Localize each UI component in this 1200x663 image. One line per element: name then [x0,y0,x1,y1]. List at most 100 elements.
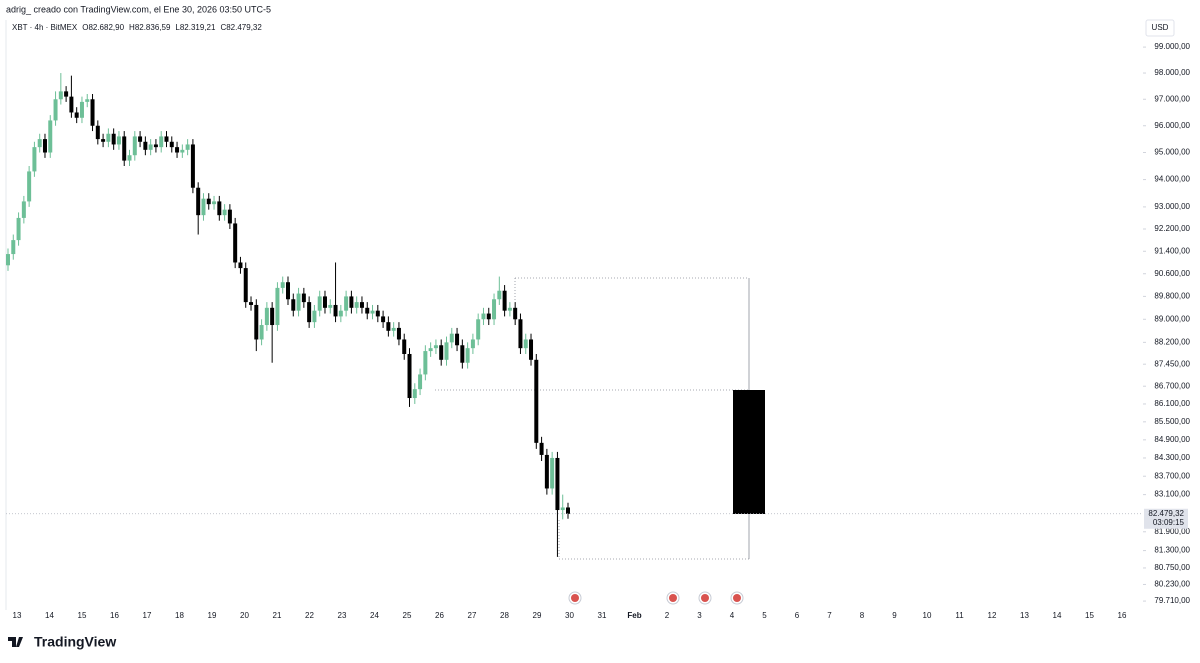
x-tick-label: 2 [665,611,670,620]
candle-body [333,304,338,317]
candle-body [365,307,370,314]
candle-body [322,296,327,308]
candle-body [254,304,259,340]
currency: USD [1152,23,1169,32]
candle-body [291,299,296,311]
countdown: 03:09:15 [1153,518,1185,527]
candle-body [42,139,47,153]
candle-body [217,201,222,216]
candle-body [492,299,497,320]
candle-body [106,133,111,142]
y-tick-label: 87.450,00 [1154,359,1190,368]
candle-body [132,136,137,156]
candle-body [344,296,349,311]
x-tick-label: 25 [403,611,412,620]
candle-body [201,198,206,216]
y-tick-label: 88.200,00 [1154,337,1190,346]
candle-body [275,287,280,326]
y-tick-label: 92.200,00 [1154,224,1190,233]
candle-body [296,293,301,311]
x-tick-label: 16 [1118,611,1127,620]
event-flag-icon [571,594,579,602]
candle-body [539,442,544,455]
y-tick-label: 89.000,00 [1154,314,1190,323]
candle-body [243,268,248,303]
x-tick-label: 10 [923,611,932,620]
price-label-box [1144,508,1188,529]
candle-body [523,339,528,349]
x-tick-label: 5 [762,611,767,620]
candle-body [486,313,491,320]
candle-body [407,353,412,399]
x-tick-label: 31 [598,611,607,620]
candle-body [122,136,127,161]
x-tick-label: 21 [273,611,282,620]
x-tick-label: 16 [110,611,119,620]
x-tick-label: 8 [860,611,865,620]
candle-body [301,293,306,303]
candle-body [354,302,359,308]
candle-body [312,310,317,323]
candle-body [428,348,433,352]
candle-body [423,351,428,375]
y-tick-label: 99.000,00 [1154,42,1190,51]
y-tick-label: 97.000,00 [1154,94,1190,103]
event-flags [568,591,744,605]
candle-body [386,322,391,331]
event-flag-icon [701,594,709,602]
candle-body [11,240,16,255]
x-tick-label: 7 [827,611,832,620]
candle-body [349,296,354,308]
candle-body [286,282,290,300]
legend-value: 82.479,32 [226,23,262,32]
legend-fields: O 82.682,90 H 82.836,59 L 82.319,21 C 82.479,32 [82,23,262,32]
drawing-block [733,390,765,514]
legend-key: O [82,23,88,32]
candle-body [85,99,90,102]
candle-body [111,133,116,145]
candle-body [460,345,465,363]
x-tick-label: 12 [988,611,997,620]
candle-body [375,310,380,317]
candle-body [402,339,407,354]
candle-body [185,144,190,150]
candle-body [169,141,174,148]
candle-body [280,282,285,288]
candle-body [101,139,106,142]
y-tick-label: 85.500,00 [1154,417,1190,426]
candle-body [433,345,438,349]
candle-body [206,198,211,205]
y-tick-label: 94.000,00 [1154,175,1190,184]
candle-body [227,209,232,224]
candle-body [381,316,386,323]
logo-text: TradingView [34,634,116,650]
candle-body [566,507,570,514]
y-tick-label: 89.800,00 [1154,292,1190,301]
candle-body [148,144,153,150]
y-tick-label: 98.000,00 [1154,68,1190,77]
candle-body [190,144,195,188]
x-tick-label: 23 [338,611,347,620]
y-tick-label: 84.900,00 [1154,435,1190,444]
candle-body [328,304,333,308]
legend-value: 82.836,59 [135,23,171,32]
candle-body [444,342,449,360]
candle-body [127,155,132,161]
x-tick-label: 14 [1053,611,1062,620]
candle-body [159,136,164,148]
x-tick-label: 13 [13,611,22,620]
candle-body [439,345,444,360]
legend-key: L [175,23,180,32]
x-tick-label: 4 [730,611,735,620]
candle-body [455,333,460,346]
x-tick-label: 28 [500,611,509,620]
x-tick-label: 19 [208,611,217,620]
candle-body [27,171,32,202]
legend-key: H [129,23,135,32]
candle-body [412,389,417,399]
candle-body [64,91,69,97]
candle-body [79,101,84,118]
candle-body [138,136,143,142]
legend-symbol: XBT · 4h · BitMEX [12,23,78,32]
y-tick-label: 83.700,00 [1154,471,1190,480]
